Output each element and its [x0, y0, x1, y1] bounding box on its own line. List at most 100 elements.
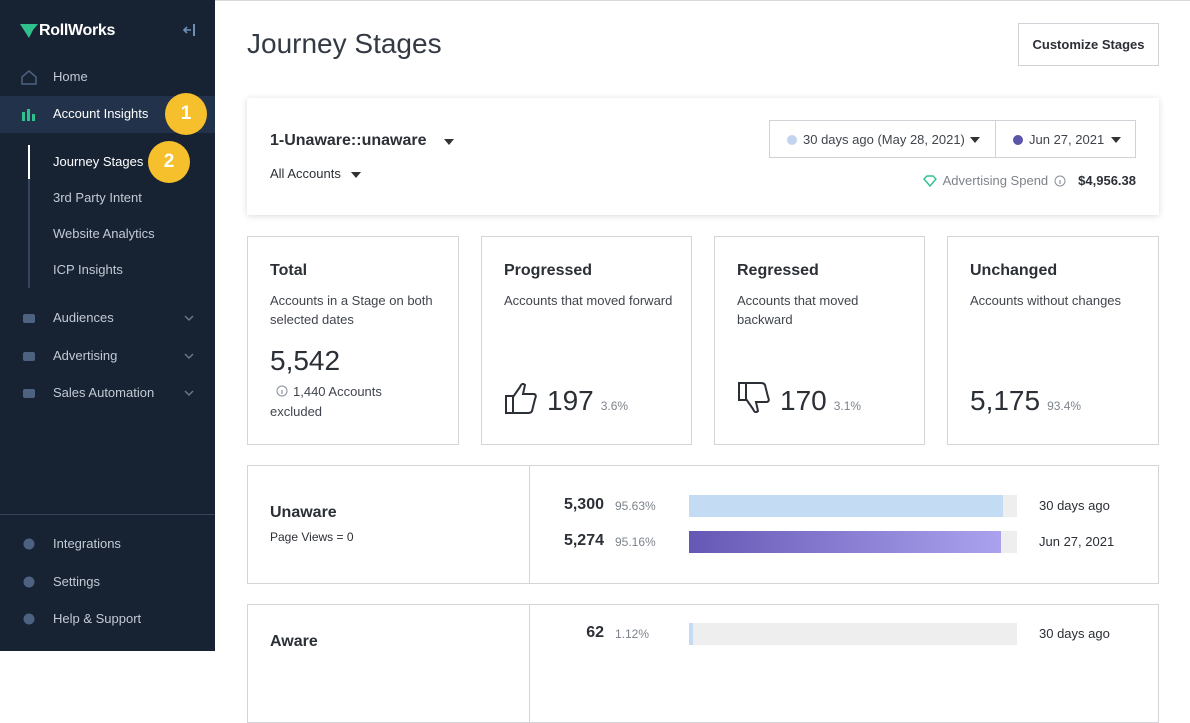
chevron-icon — [184, 353, 194, 359]
spend-label: Advertising Spend — [942, 173, 1049, 188]
chevron-icon — [184, 390, 194, 396]
row-percent: 95.63% — [615, 499, 656, 513]
nav-item[interactable]: Integrations — [53, 536, 121, 551]
card-value: 5,175 — [970, 385, 1041, 416]
summary-card: Unchanged Accounts without changes 5,175 93… — [947, 236, 1159, 445]
nav-item[interactable]: Help & Support — [53, 611, 142, 626]
row-count: 62 — [586, 624, 604, 641]
bar-track — [689, 531, 1017, 553]
card-title: Unchanged — [970, 262, 1058, 279]
sidebar: RollWorks Home Account Insights 1 Journey St… — [0, 0, 215, 651]
info-icon — [1054, 175, 1066, 186]
card-value: 170 — [780, 385, 827, 416]
sub-nav-line — [28, 145, 30, 288]
card-description: Accounts that moved backward — [737, 293, 859, 327]
sub-nav-item[interactable]: ICP Insights — [53, 262, 123, 277]
step-badge: 2 — [148, 141, 190, 183]
bar-track — [689, 495, 1017, 517]
collapse-icon — [182, 24, 195, 36]
nav-item[interactable]: Audiences — [53, 310, 114, 325]
caret-icon — [351, 172, 361, 178]
date-divider — [995, 121, 996, 157]
card-title: Regressed — [737, 262, 819, 279]
stage-panel: Aware 62 1.12% 30 days ago — [247, 604, 1159, 723]
card-description: Accounts that moved forward — [504, 293, 673, 308]
card-description: Accounts without changes — [970, 293, 1122, 308]
thumbs-up-icon — [505, 382, 537, 414]
stage-panel: Unaware Page Views = 0 5,300 95.63% 30 days … — [247, 465, 1159, 584]
sub-nav-item[interactable]: Journey Stages — [53, 154, 144, 169]
card-percent: 93.4% — [1047, 399, 1082, 413]
nav-icon — [23, 613, 35, 625]
date-range: 30 days ago (May 28, 2021) Jun 27, 2021 — [769, 120, 1136, 158]
divider — [0, 514, 215, 515]
row-percent: 95.16% — [615, 535, 656, 549]
info-icon — [276, 385, 288, 397]
sub-nav-active — [28, 145, 30, 179]
row-date: Jun 27, 2021 — [1039, 534, 1115, 549]
card-value-row: 170 3.1% — [780, 385, 861, 417]
bar — [689, 495, 1003, 517]
nav-icon — [23, 538, 35, 550]
spend-row: Advertising Spend $4,956.38 — [922, 173, 1136, 188]
nav-item[interactable]: Account Insights — [53, 106, 149, 121]
summary-card: Progressed Accounts that moved forward 197… — [481, 236, 692, 445]
card-percent: 3.1% — [833, 399, 862, 413]
stage-select[interactable]: 1-Unaware::unaware — [270, 132, 427, 149]
customize-button[interactable]: Customize Stages — [1018, 23, 1159, 66]
card-note: 1,440 Accounts excluded — [270, 384, 382, 419]
nav-icon — [23, 314, 35, 323]
row-percent: 1.12% — [615, 627, 650, 641]
caret-icon — [970, 137, 980, 143]
spend-value: $4,956.38 — [1078, 173, 1136, 188]
logo-icon — [20, 24, 38, 38]
nav-item[interactable]: Sales Automation — [53, 385, 155, 400]
caret-icon — [444, 139, 454, 145]
page-title: Journey Stages — [247, 28, 442, 59]
accounts-select[interactable]: All Accounts — [270, 166, 341, 181]
date-from[interactable]: 30 days ago (May 28, 2021) — [803, 132, 965, 147]
nav-icon — [23, 576, 35, 588]
step-badge: 1 — [165, 93, 207, 135]
date-dot — [1013, 135, 1023, 145]
stage-name: Aware — [270, 633, 318, 650]
row-count: 5,274 — [563, 532, 604, 549]
diamond-icon — [922, 174, 937, 187]
thumbs-down-icon — [738, 382, 770, 414]
nav-icon — [23, 389, 35, 398]
card-value-row: 197 3.6% — [547, 385, 628, 417]
caret-icon — [1111, 137, 1121, 143]
bar — [689, 623, 693, 645]
card-title: Total — [270, 262, 308, 279]
sub-nav-item[interactable]: 3rd Party Intent — [53, 190, 142, 205]
nav-item[interactable]: Settings — [53, 574, 100, 589]
chevron-icon — [184, 315, 194, 321]
stage-detail: Page Views = 0 — [270, 530, 354, 544]
date-to[interactable]: Jun 27, 2021 — [1029, 132, 1105, 147]
card-value-row: 5,175 93.4% — [970, 385, 1081, 417]
stage-divider — [529, 605, 530, 722]
bar-track — [689, 623, 1017, 645]
row-count: 5,300 — [563, 496, 604, 513]
date-dot — [787, 135, 797, 145]
nav-icon — [21, 70, 37, 85]
card-title: Progressed — [504, 262, 593, 279]
sub-nav-item[interactable]: Website Analytics — [53, 226, 155, 241]
summary-card: Total Accounts in a Stage on both selecte… — [247, 236, 459, 445]
card-description: Accounts in a Stage on both selected dat… — [270, 293, 433, 327]
nav-item[interactable]: Home — [53, 69, 88, 84]
brand: RollWorks — [39, 22, 116, 39]
card-percent: 3.6% — [600, 399, 629, 413]
card-value: 5,542 — [270, 345, 341, 376]
card-value: 197 — [547, 385, 594, 416]
row-date: 30 days ago — [1039, 498, 1110, 513]
bar — [689, 531, 1002, 553]
summary-card: Regressed Accounts that moved backward 170… — [714, 236, 925, 445]
nav-item[interactable]: Advertising — [53, 348, 118, 363]
nav-icon — [22, 109, 35, 121]
row-date: 30 days ago — [1039, 626, 1110, 641]
nav-icon — [23, 352, 35, 361]
stage-divider — [529, 466, 530, 583]
main-content: Journey Stages Customize Stages 1-Unaware:… — [215, 0, 1190, 723]
